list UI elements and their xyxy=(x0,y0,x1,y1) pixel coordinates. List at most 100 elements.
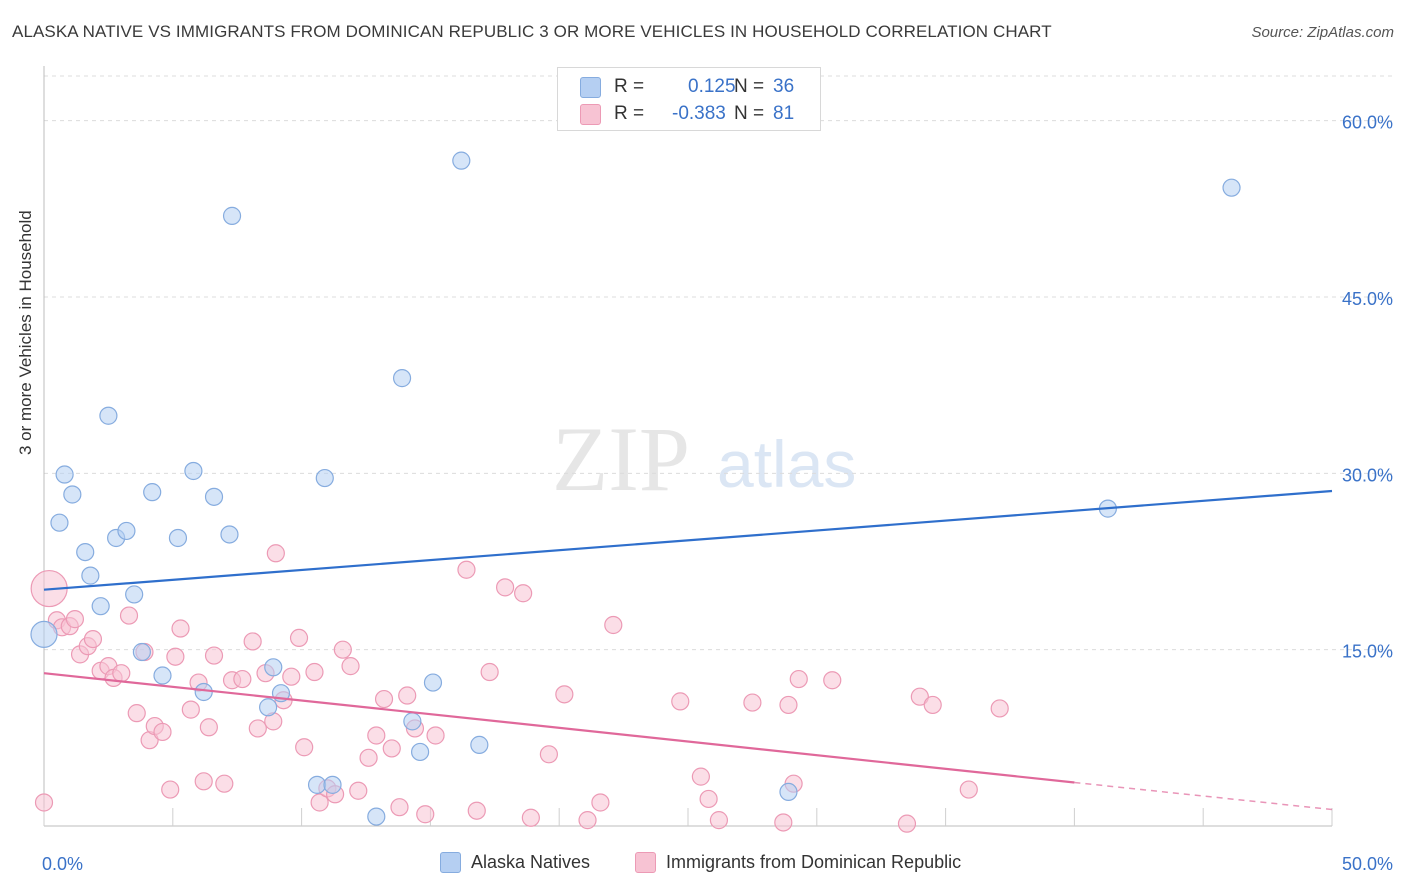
y-tick-label: 60.0% xyxy=(1342,113,1393,133)
data-point-dominican xyxy=(480,662,499,682)
data-point-dominican xyxy=(774,813,793,832)
watermark-atlas: atlas xyxy=(717,427,856,501)
data-point-alaska xyxy=(184,461,203,481)
r-label: R = xyxy=(614,76,645,97)
data-point-dominican xyxy=(743,693,762,712)
data-point-dominican xyxy=(333,640,352,659)
data-point-dominican xyxy=(467,801,486,820)
data-point-dominican xyxy=(416,805,435,824)
data-point-dominican xyxy=(243,632,262,651)
data-point-dominican xyxy=(341,657,360,676)
trend-line-alaska xyxy=(43,489,1333,591)
data-point-dominican xyxy=(266,544,285,563)
data-point-dominican xyxy=(426,726,445,745)
data-point-dominican xyxy=(194,772,213,791)
n-value: 81 xyxy=(773,103,795,124)
data-point-dominican xyxy=(349,781,368,800)
data-point-dominican xyxy=(910,687,929,706)
data-point-alaska xyxy=(91,597,110,616)
y-axis-label: 3 or more Vehicles in Household xyxy=(16,210,35,455)
data-point-dominican xyxy=(959,780,978,799)
data-point-alaska xyxy=(307,775,327,794)
data-point-alaska xyxy=(99,406,118,425)
data-point-alaska xyxy=(76,542,95,562)
data-point-dominican xyxy=(359,748,378,767)
data-point-alaska xyxy=(63,485,82,504)
data-point-dominican xyxy=(457,560,476,579)
data-point-alaska xyxy=(125,585,144,604)
data-point-dominican xyxy=(199,718,218,737)
data-point-alaska xyxy=(779,782,798,802)
data-point-dominican xyxy=(181,700,200,719)
data-point-dominican xyxy=(305,662,324,682)
data-point-alaska xyxy=(403,712,422,731)
data-point-dominican xyxy=(578,811,597,830)
data-point-alaska xyxy=(55,465,74,484)
n-value: 36 xyxy=(773,76,795,97)
n-label: N = xyxy=(734,76,765,97)
legend-label: Alaska Natives xyxy=(471,852,591,872)
data-point-dominican xyxy=(390,798,409,817)
data-point-dominican xyxy=(34,793,54,812)
data-point-dominican xyxy=(171,619,190,638)
data-point-dominican xyxy=(521,808,540,827)
data-point-dominican xyxy=(248,719,267,738)
data-point-alaska xyxy=(470,735,489,754)
data-point-alaska xyxy=(194,682,213,702)
data-point-dominican xyxy=(289,628,309,648)
legend-label: Immigrants from Dominican Republic xyxy=(666,852,962,872)
data-point-dominican xyxy=(282,667,301,686)
data-point-dominican xyxy=(367,726,386,745)
data-point-alaska xyxy=(315,468,334,488)
r-value: -0.383 xyxy=(672,103,726,124)
legend-item-alaska: Alaska Natives xyxy=(440,852,590,873)
data-point-dominican xyxy=(166,647,185,666)
data-point-alaska xyxy=(452,151,471,170)
data-point-dominican xyxy=(789,669,808,689)
trend-lines xyxy=(43,489,1333,811)
y-tick-label: 30.0% xyxy=(1342,465,1393,485)
y-tick-labels: 15.0% 30.0% 45.0% 60.0% xyxy=(1342,113,1393,662)
data-point-dominican xyxy=(779,695,798,715)
data-point-alaska xyxy=(323,775,342,794)
data-point-dominican xyxy=(119,606,139,625)
data-point-alaska xyxy=(117,521,136,541)
data-point-alaska xyxy=(220,525,239,544)
trend-line-dominican-extension xyxy=(1074,781,1333,811)
data-point-alaska xyxy=(30,620,58,648)
data-point-alaska xyxy=(1222,178,1241,197)
data-point-dominican xyxy=(233,669,252,689)
legend-item-dominican: Immigrants from Dominican Republic xyxy=(635,852,961,873)
data-point-alaska xyxy=(410,742,430,762)
data-point-dominican xyxy=(923,695,942,715)
data-point-alaska xyxy=(222,206,242,225)
data-point-alaska xyxy=(81,566,100,585)
data-point-dominican xyxy=(539,745,558,764)
data-point-dominican xyxy=(591,793,610,812)
data-point-dominican xyxy=(496,578,515,597)
chart-title: ALASKA NATIVE VS IMMIGRANTS FROM DOMINIC… xyxy=(12,22,1052,41)
data-point-dominican xyxy=(691,767,710,786)
data-point-alaska xyxy=(204,487,224,506)
data-point-alaska xyxy=(392,369,412,388)
series-alaska-points xyxy=(30,151,1241,826)
data-point-dominican xyxy=(204,646,224,665)
watermark-zip: ZIP xyxy=(552,408,690,510)
data-point-dominican xyxy=(374,689,394,709)
source-label: Source: ZipAtlas.com xyxy=(1251,24,1394,41)
data-point-dominican xyxy=(897,814,917,833)
n-label: N = xyxy=(734,103,765,124)
legend-swatch-pink xyxy=(580,103,601,125)
r-value: 0.125 xyxy=(688,76,736,97)
grid-lines xyxy=(44,75,1395,651)
r-label: R = xyxy=(614,103,645,124)
data-point-dominican xyxy=(127,704,146,723)
correlation-legend: R = 0.125 N = 36 R = -0.383 N = 81 xyxy=(557,67,821,131)
data-point-alaska xyxy=(132,642,151,662)
data-point-dominican xyxy=(555,685,574,704)
data-point-dominican xyxy=(65,610,85,629)
data-point-dominican xyxy=(699,789,718,809)
data-point-dominican xyxy=(112,664,131,683)
x-tick-label: 0.0% xyxy=(42,854,83,874)
